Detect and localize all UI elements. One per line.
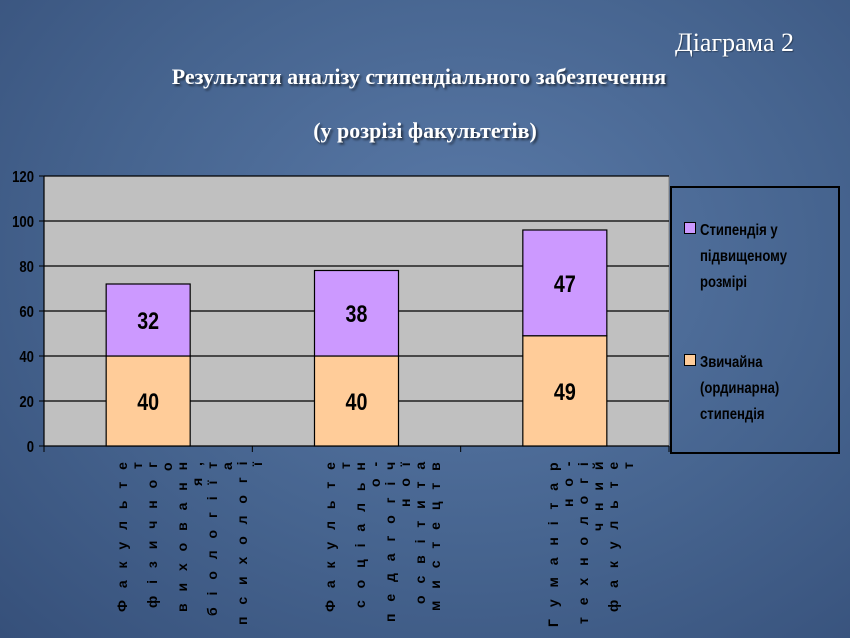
x-category-label-line: ф а к у л ь т е т [605, 458, 637, 613]
x-category-label-line: ф і з и ч н о г о [143, 458, 175, 608]
x-category-label-line: м и с т е ц т в [427, 458, 443, 611]
x-category-label-line: Ф а к у л ь т е т [113, 458, 145, 612]
y-tick-label: 120 [12, 169, 34, 186]
bar-label-increased: 32 [137, 307, 159, 334]
y-tick-label: 60 [19, 304, 34, 321]
bar-label-regular: 40 [137, 388, 159, 415]
bar-increased [522, 229, 608, 337]
bar-label-regular: 49 [554, 378, 576, 405]
x-category-label-line: т е х н о л о г і ч н и й [575, 458, 607, 624]
bar-increased [313, 269, 400, 357]
x-category-label-line: п е д а г о г і ч н о ї [382, 458, 413, 623]
y-tick-label: 0 [27, 439, 34, 456]
bar-label-increased: 38 [346, 300, 368, 327]
x-category-label: Г у м а н і т а р н о -т е х н о л о г і… [545, 458, 637, 628]
y-tick-label: 100 [12, 214, 34, 231]
chart-legend: Стипендія у підвищеному розмірі Звичайна… [670, 186, 840, 454]
y-tick-label: 20 [19, 394, 34, 411]
legend-swatch-increased [684, 222, 696, 234]
chart-title: Результати аналізу стипендіального забез… [171, 64, 667, 89]
y-tick-label: 40 [19, 349, 34, 366]
bar-regular [522, 335, 608, 447]
x-category-label-line: Г у м а н і т а р н о - [545, 458, 577, 627]
diagram-label: Діаграма 2 [674, 28, 794, 57]
legend-label-regular: Звичайна (ординарна) стипендія [700, 354, 780, 423]
bar-increased [105, 283, 191, 357]
bar-label-increased: 47 [554, 270, 576, 297]
chart-subtitle: (у розрізі факультетів) [313, 118, 537, 143]
x-category-label-line: б і о л о г і ї т а [203, 458, 235, 617]
x-category-label-line: Ф а к у л ь т е т [322, 458, 353, 612]
x-category-label-line: с о ц і а л ь н о - [352, 458, 383, 608]
x-category-label-line: п с и х о л о г і ї [233, 458, 265, 626]
legend-label-increased: Стипендія у підвищеному розмірі [700, 222, 787, 291]
legend-swatch-regular [684, 354, 696, 366]
bar-regular [313, 355, 400, 447]
x-category-label-line: в и х о в а н н я , [173, 458, 205, 613]
x-category-label-line: о с в і т и т а [412, 458, 428, 605]
bar-regular [105, 355, 191, 447]
y-tick-label: 80 [19, 259, 34, 276]
bar-label-regular: 40 [346, 388, 368, 415]
